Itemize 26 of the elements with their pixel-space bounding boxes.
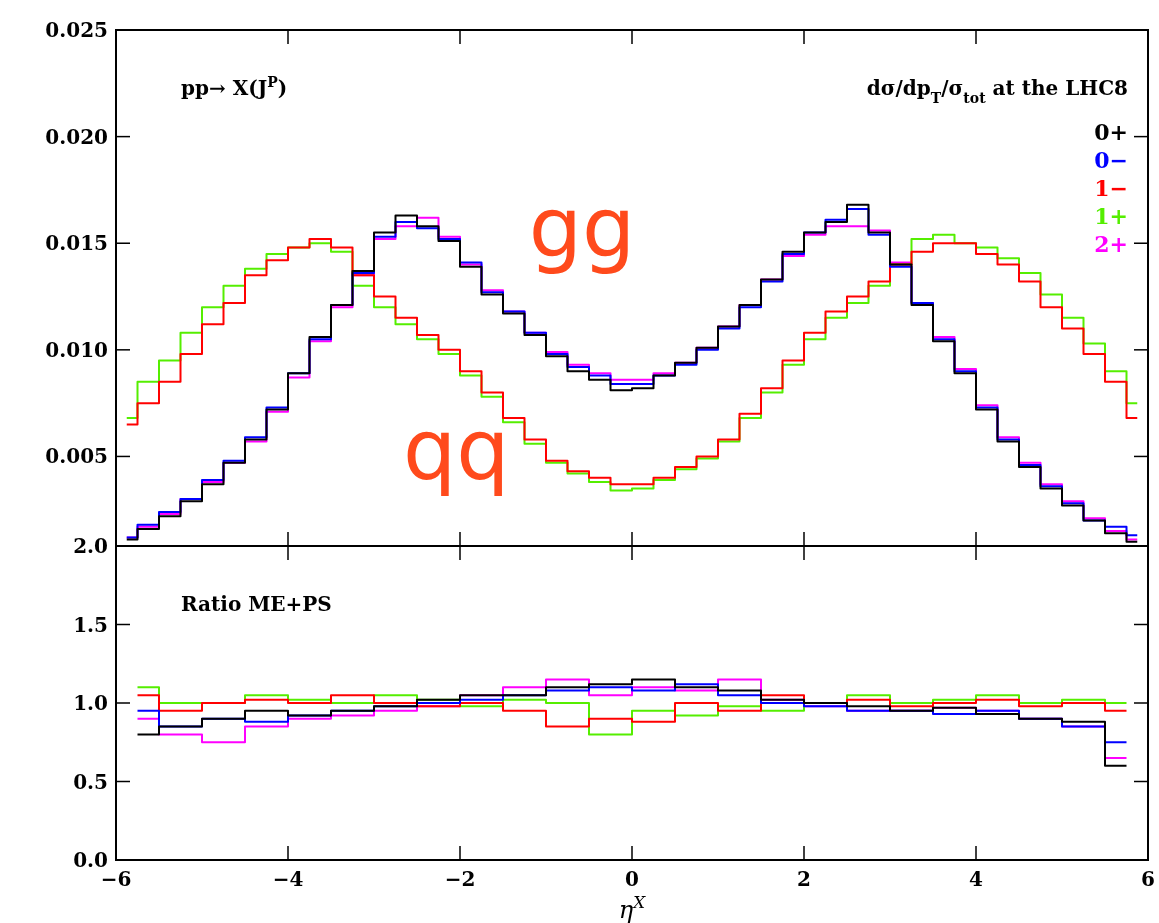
x-tick-label: 4 [969, 867, 984, 891]
y-tick-label: 0.010 [45, 337, 108, 362]
text: 2+ [1094, 231, 1128, 257]
annotation: Ratio ME+PS [181, 592, 332, 616]
y-tick-label: 0.005 [45, 444, 108, 469]
y-tick-label: 2.0 [73, 534, 108, 558]
y-tick-label: 0.5 [73, 769, 108, 794]
y-tick-label: 0.020 [45, 124, 108, 149]
x-tick-label: −2 [444, 867, 476, 891]
y-tick-label: 1.0 [73, 691, 108, 715]
annotation: gg [528, 179, 636, 278]
x-tick-label: 0 [625, 867, 639, 891]
legend-label: 0+ [1094, 119, 1128, 145]
annotation: dσ/dp$_{T}$/σ$_{tot}$ at the LHC8 [866, 76, 1128, 106]
y-tick-label: 0.025 [45, 18, 108, 42]
text: 1− [1094, 175, 1128, 201]
x-axis-title: η$^{X}$ [618, 892, 647, 923]
x-tick-label: −4 [272, 867, 304, 891]
text: 0− [1094, 147, 1128, 173]
x-tick-label: 2 [797, 867, 811, 891]
y-tick-label: 1.5 [73, 612, 108, 637]
annotation: qq [402, 400, 510, 499]
y-tick-label: 0.015 [45, 231, 108, 256]
x-tick-label: 6 [1141, 867, 1155, 891]
text: 1+ [1094, 203, 1128, 229]
annotation: pp→ X(J$^{P}$) [181, 74, 288, 100]
